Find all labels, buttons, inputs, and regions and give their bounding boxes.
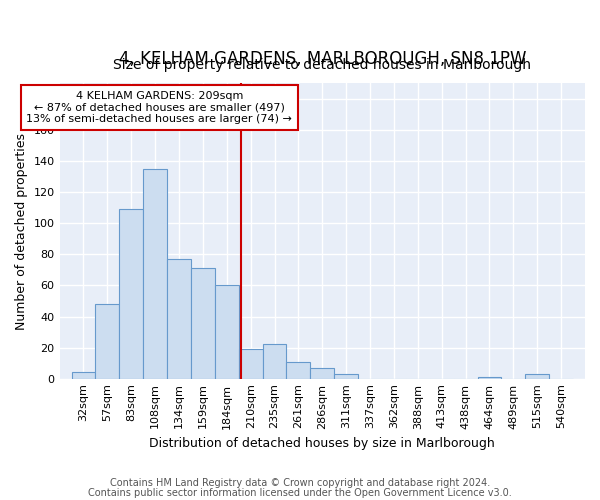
Bar — [286, 362, 310, 378]
Bar — [263, 344, 286, 378]
Bar — [191, 268, 215, 378]
Bar — [310, 368, 334, 378]
Text: 4 KELHAM GARDENS: 209sqm
← 87% of detached houses are smaller (497)
13% of semi-: 4 KELHAM GARDENS: 209sqm ← 87% of detach… — [26, 91, 292, 124]
Bar — [167, 259, 191, 378]
Bar — [95, 304, 119, 378]
Y-axis label: Number of detached properties: Number of detached properties — [15, 132, 28, 330]
Bar — [119, 210, 143, 378]
Bar — [143, 169, 167, 378]
X-axis label: Distribution of detached houses by size in Marlborough: Distribution of detached houses by size … — [149, 437, 495, 450]
Text: Contains public sector information licensed under the Open Government Licence v3: Contains public sector information licen… — [88, 488, 512, 498]
Bar — [239, 349, 263, 378]
Text: Size of property relative to detached houses in Marlborough: Size of property relative to detached ho… — [113, 58, 531, 71]
Bar — [334, 374, 358, 378]
Title: 4, KELHAM GARDENS, MARLBOROUGH, SN8 1PW: 4, KELHAM GARDENS, MARLBOROUGH, SN8 1PW — [119, 50, 526, 68]
Bar — [478, 377, 502, 378]
Bar — [525, 374, 549, 378]
Bar — [71, 372, 95, 378]
Bar — [215, 286, 239, 378]
Text: Contains HM Land Registry data © Crown copyright and database right 2024.: Contains HM Land Registry data © Crown c… — [110, 478, 490, 488]
